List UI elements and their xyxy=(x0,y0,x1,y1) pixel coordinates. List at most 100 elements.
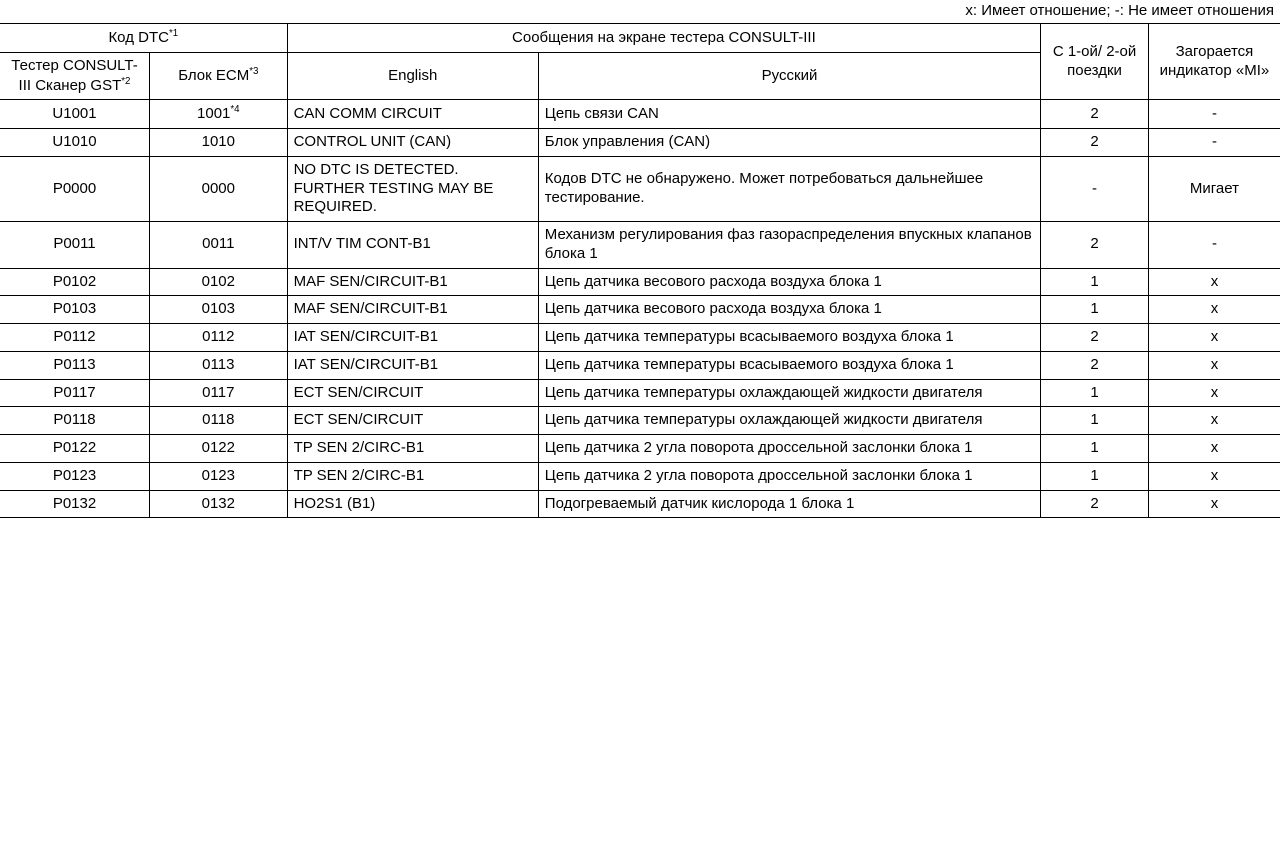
cell-russian: Цепь датчика весового расхода воздуха бл… xyxy=(538,296,1040,324)
cell-mi: x xyxy=(1148,462,1280,490)
cell-tester: P0103 xyxy=(0,296,150,324)
table-row: U10101010CONTROL UNIT (CAN)Блок управлен… xyxy=(0,129,1280,157)
table-body: U10011001*4CAN COMM CIRCUITЦепь связи CA… xyxy=(0,100,1280,518)
cell-russian: Цепь датчика 2 угла поворота дроссельной… xyxy=(538,435,1040,463)
cell-trip: 1 xyxy=(1041,296,1149,324)
cell-russian: Цепь датчика температуры всасываемого во… xyxy=(538,351,1040,379)
cell-ecm-sup: *4 xyxy=(230,104,239,115)
cell-tester: P0113 xyxy=(0,351,150,379)
header-ecm: Блок ECM*3 xyxy=(150,52,288,100)
cell-english: TP SEN 2/CIRC-B1 xyxy=(287,462,538,490)
cell-ecm: 0011 xyxy=(150,222,288,269)
cell-mi: - xyxy=(1148,222,1280,269)
cell-trip: - xyxy=(1041,156,1149,221)
cell-ecm: 0132 xyxy=(150,490,288,518)
cell-tester: P0123 xyxy=(0,462,150,490)
header-mi: Загорается индикатор «MI» xyxy=(1148,24,1280,100)
cell-tester: P0000 xyxy=(0,156,150,221)
table-row: P01180118ECT SEN/CIRCUITЦепь датчика тем… xyxy=(0,407,1280,435)
cell-russian: Блок управления (CAN) xyxy=(538,129,1040,157)
cell-tester: P0122 xyxy=(0,435,150,463)
cell-tester: P0112 xyxy=(0,324,150,352)
cell-trip: 2 xyxy=(1041,351,1149,379)
cell-mi: - xyxy=(1148,100,1280,129)
cell-english: CAN COMM CIRCUIT xyxy=(287,100,538,129)
table-row: P01170117ECT SEN/CIRCUITЦепь датчика тем… xyxy=(0,379,1280,407)
cell-ecm: 0102 xyxy=(150,268,288,296)
cell-ecm: 0117 xyxy=(150,379,288,407)
table-row: P01120112IAT SEN/CIRCUIT-B1Цепь датчика … xyxy=(0,324,1280,352)
header-ecm-sup: *3 xyxy=(249,66,258,77)
header-dtc-code-sup: *1 xyxy=(169,28,178,39)
header-dtc-code: Код DTC*1 xyxy=(0,24,287,53)
cell-mi: x xyxy=(1148,268,1280,296)
header-tester-label: Тестер CONSULT-III Сканер GST xyxy=(11,57,137,94)
cell-english: NO DTC IS DETECTED. FURTHER TESTING MAY … xyxy=(287,156,538,221)
cell-russian: Механизм регулирования фаз газораспредел… xyxy=(538,222,1040,269)
cell-mi: - xyxy=(1148,129,1280,157)
cell-mi: x xyxy=(1148,296,1280,324)
cell-trip: 2 xyxy=(1041,490,1149,518)
cell-russian: Цепь датчика 2 угла поворота дроссельной… xyxy=(538,462,1040,490)
cell-trip: 1 xyxy=(1041,379,1149,407)
cell-ecm: 0000 xyxy=(150,156,288,221)
table-row: P01220122TP SEN 2/CIRC-B1Цепь датчика 2 … xyxy=(0,435,1280,463)
legend-text: x: Имеет отношение; -: Не имеет отношени… xyxy=(0,0,1280,23)
cell-tester: U1001 xyxy=(0,100,150,129)
cell-trip: 2 xyxy=(1041,222,1149,269)
cell-trip: 1 xyxy=(1041,462,1149,490)
cell-mi: x xyxy=(1148,407,1280,435)
cell-english: TP SEN 2/CIRC-B1 xyxy=(287,435,538,463)
cell-mi: x xyxy=(1148,324,1280,352)
cell-tester: P0117 xyxy=(0,379,150,407)
table-row: P01230123TP SEN 2/CIRC-B1Цепь датчика 2 … xyxy=(0,462,1280,490)
cell-russian: Цепь датчика весового расхода воздуха бл… xyxy=(538,268,1040,296)
cell-russian: Цепь датчика температуры охлаждающей жид… xyxy=(538,407,1040,435)
cell-russian: Цепь датчика температуры всасываемого во… xyxy=(538,324,1040,352)
table-row: P01130113IAT SEN/CIRCUIT-B1Цепь датчика … xyxy=(0,351,1280,379)
cell-tester: P0011 xyxy=(0,222,150,269)
cell-tester: P0132 xyxy=(0,490,150,518)
header-ecm-label: Блок ECM xyxy=(178,67,249,84)
cell-russian: Цепь датчика температуры охлаждающей жид… xyxy=(538,379,1040,407)
cell-mi: x xyxy=(1148,435,1280,463)
cell-tester: U1010 xyxy=(0,129,150,157)
cell-ecm: 0122 xyxy=(150,435,288,463)
header-dtc-code-label: Код DTC xyxy=(108,29,169,46)
cell-english: MAF SEN/CIRCUIT-B1 xyxy=(287,268,538,296)
table-row: P00110011INT/V TIM CONT-B1Механизм регул… xyxy=(0,222,1280,269)
cell-english: MAF SEN/CIRCUIT-B1 xyxy=(287,296,538,324)
cell-english: CONTROL UNIT (CAN) xyxy=(287,129,538,157)
header-english: English xyxy=(287,52,538,100)
cell-mi: x xyxy=(1148,379,1280,407)
header-tester-sup: *2 xyxy=(121,76,130,87)
cell-tester: P0102 xyxy=(0,268,150,296)
cell-english: IAT SEN/CIRCUIT-B1 xyxy=(287,351,538,379)
table-row: P01020102MAF SEN/CIRCUIT-B1Цепь датчика … xyxy=(0,268,1280,296)
cell-ecm: 0103 xyxy=(150,296,288,324)
cell-english: ECT SEN/CIRCUIT xyxy=(287,407,538,435)
table-row: P00000000NO DTC IS DETECTED. FURTHER TES… xyxy=(0,156,1280,221)
cell-english: ECT SEN/CIRCUIT xyxy=(287,379,538,407)
cell-ecm: 1001*4 xyxy=(150,100,288,129)
cell-english: IAT SEN/CIRCUIT-B1 xyxy=(287,324,538,352)
table-row: U10011001*4CAN COMM CIRCUITЦепь связи CA… xyxy=(0,100,1280,129)
cell-tester: P0118 xyxy=(0,407,150,435)
cell-mi: x xyxy=(1148,490,1280,518)
cell-russian: Кодов DTC не обнаружено. Может потребова… xyxy=(538,156,1040,221)
dtc-table: Код DTC*1 Сообщения на экране тестера CO… xyxy=(0,23,1280,518)
cell-ecm: 0123 xyxy=(150,462,288,490)
cell-ecm: 1010 xyxy=(150,129,288,157)
cell-trip: 2 xyxy=(1041,100,1149,129)
cell-russian: Цепь связи CAN xyxy=(538,100,1040,129)
cell-trip: 1 xyxy=(1041,407,1149,435)
cell-english: HO2S1 (B1) xyxy=(287,490,538,518)
header-russian: Русский xyxy=(538,52,1040,100)
cell-trip: 1 xyxy=(1041,268,1149,296)
cell-russian: Подогреваемый датчик кислорода 1 блока 1 xyxy=(538,490,1040,518)
cell-ecm: 0118 xyxy=(150,407,288,435)
header-messages: Сообщения на экране тестера CONSULT-III xyxy=(287,24,1041,53)
cell-trip: 1 xyxy=(1041,435,1149,463)
cell-mi: x xyxy=(1148,351,1280,379)
cell-trip: 2 xyxy=(1041,129,1149,157)
